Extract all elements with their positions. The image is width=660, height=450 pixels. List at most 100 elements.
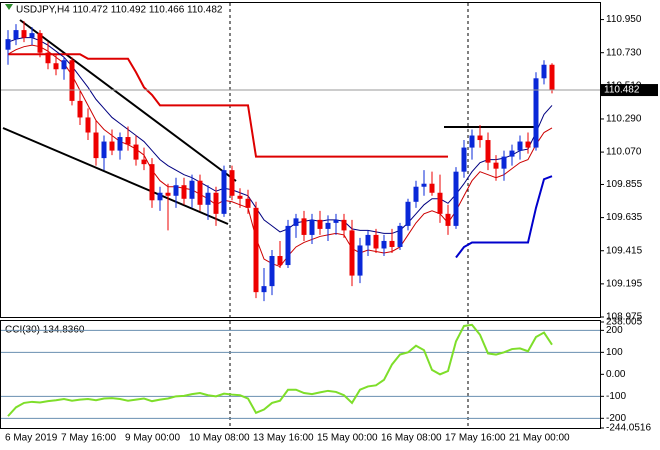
candle-body <box>493 162 499 169</box>
candle-body <box>309 219 315 235</box>
x-tick-label: 17 May 16:00 <box>445 433 506 444</box>
candle-body <box>157 192 163 201</box>
candle-body <box>13 30 19 40</box>
x-tick-label: 15 May 00:00 <box>317 433 378 444</box>
y-tick-label: 238.005 <box>606 317 643 328</box>
candle-body <box>349 230 355 276</box>
candle-body <box>381 240 387 249</box>
y-tick-label: 109.635 <box>606 212 643 223</box>
candle-body <box>509 150 515 157</box>
candle-body <box>517 141 523 151</box>
y-tick-label: 110.730 <box>606 47 642 58</box>
candle-body <box>437 192 443 214</box>
candle-body <box>261 286 267 293</box>
candle-body <box>413 186 419 202</box>
candle-body <box>541 64 547 79</box>
candle-body <box>221 170 227 214</box>
candle-body <box>85 117 91 133</box>
y-tick-label: -100 <box>606 391 626 402</box>
candle-body <box>453 171 459 226</box>
candle-body <box>21 30 27 38</box>
x-tick-label: 16 May 08:00 <box>381 433 442 444</box>
candle-body <box>253 207 259 293</box>
candle-body <box>69 60 75 101</box>
candle-body <box>285 225 291 266</box>
x-tick-label: 7 May 16:00 <box>61 433 116 444</box>
candle-body <box>389 240 395 247</box>
y-tick-label: 100 <box>606 347 623 358</box>
candle-body <box>205 192 211 205</box>
candle-body <box>149 164 155 201</box>
candle-body <box>45 52 51 64</box>
candle-body <box>133 144 139 160</box>
chart-title: USDJPY,H4 110.472 110.492 110.466 110.48… <box>16 5 223 16</box>
candle-body <box>109 141 115 151</box>
candle-body <box>29 33 35 38</box>
price-label: 110.482 <box>604 85 640 96</box>
candle-body <box>445 213 451 226</box>
candle-body <box>317 219 323 229</box>
x-tick-label: 21 May 00:00 <box>509 433 570 444</box>
candle-body <box>533 78 539 148</box>
candle-body <box>373 234 379 249</box>
x-tick-label: 10 May 08:00 <box>189 433 250 444</box>
candle-body <box>485 140 491 163</box>
indicator-line <box>8 53 448 158</box>
price-marker <box>600 84 658 97</box>
candle-body <box>325 222 331 229</box>
y-tick-label: 200 <box>606 325 623 336</box>
x-tick-label: 13 May 16:00 <box>253 433 314 444</box>
candle-body <box>189 180 195 199</box>
candle-body <box>269 256 275 287</box>
candle-body <box>237 195 243 199</box>
candle-body <box>357 245 363 276</box>
candle-body <box>245 198 251 208</box>
symbol-icon <box>5 4 13 10</box>
candle-body <box>365 234 371 246</box>
y-tick-label: 110.070 <box>606 147 642 158</box>
y-tick-label: 0.00 <box>606 369 626 380</box>
candle-body <box>341 219 347 231</box>
y-tick-label: 109.415 <box>606 245 643 256</box>
trend-line <box>2 127 229 225</box>
candle-body <box>53 63 59 70</box>
candle-body <box>101 141 107 159</box>
y-tick-label: 110.290 <box>606 114 642 125</box>
candle-body <box>277 256 283 266</box>
candle-body <box>301 218 307 235</box>
candle-body <box>93 132 99 159</box>
candle-body <box>477 135 483 141</box>
candle-body <box>421 183 427 187</box>
y-tick-label: 109.855 <box>606 179 643 190</box>
candle-body <box>501 156 507 169</box>
candle-body <box>37 33 43 53</box>
y-tick-label: -244.0516 <box>606 423 651 434</box>
candle-body <box>293 218 299 226</box>
candle-body <box>125 137 131 145</box>
candle-body <box>5 39 11 50</box>
candle-body <box>397 225 403 247</box>
y-tick-label: 110.950 <box>606 14 642 25</box>
candle-body <box>117 137 123 151</box>
candle-body <box>77 100 83 118</box>
x-tick-label: 6 May 2019 <box>5 433 58 444</box>
candle-body <box>461 147 467 172</box>
y-tick-label: 108.975 <box>606 312 643 323</box>
trend-line <box>19 19 237 182</box>
candle-body <box>429 183 435 193</box>
candle-body <box>405 201 411 226</box>
candle-body <box>229 170 235 196</box>
candle-body <box>525 141 531 148</box>
candle-body <box>549 64 555 91</box>
indicator-line <box>7 37 553 234</box>
candle-body <box>141 159 147 165</box>
plot-layer: 110.950110.730110.510110.290110.070109.8… <box>1 14 658 444</box>
candle-body <box>197 180 203 205</box>
candle-body <box>173 185 179 196</box>
candle-body <box>61 60 67 70</box>
cci-line <box>7 323 553 417</box>
y-tick-label: 109.195 <box>606 279 643 290</box>
y-tick-label: -200 <box>606 413 626 424</box>
